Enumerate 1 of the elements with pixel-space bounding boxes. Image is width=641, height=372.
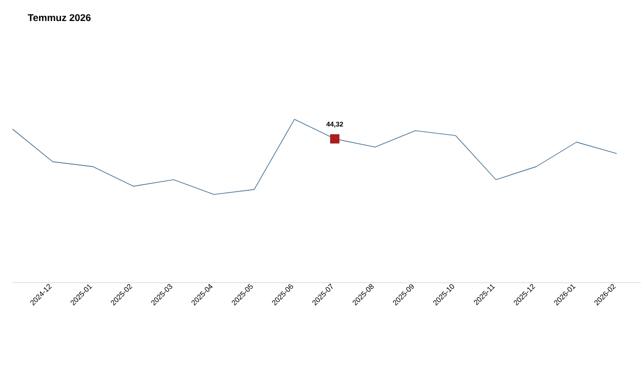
chart-title: Temmuz 2026	[28, 14, 91, 21]
